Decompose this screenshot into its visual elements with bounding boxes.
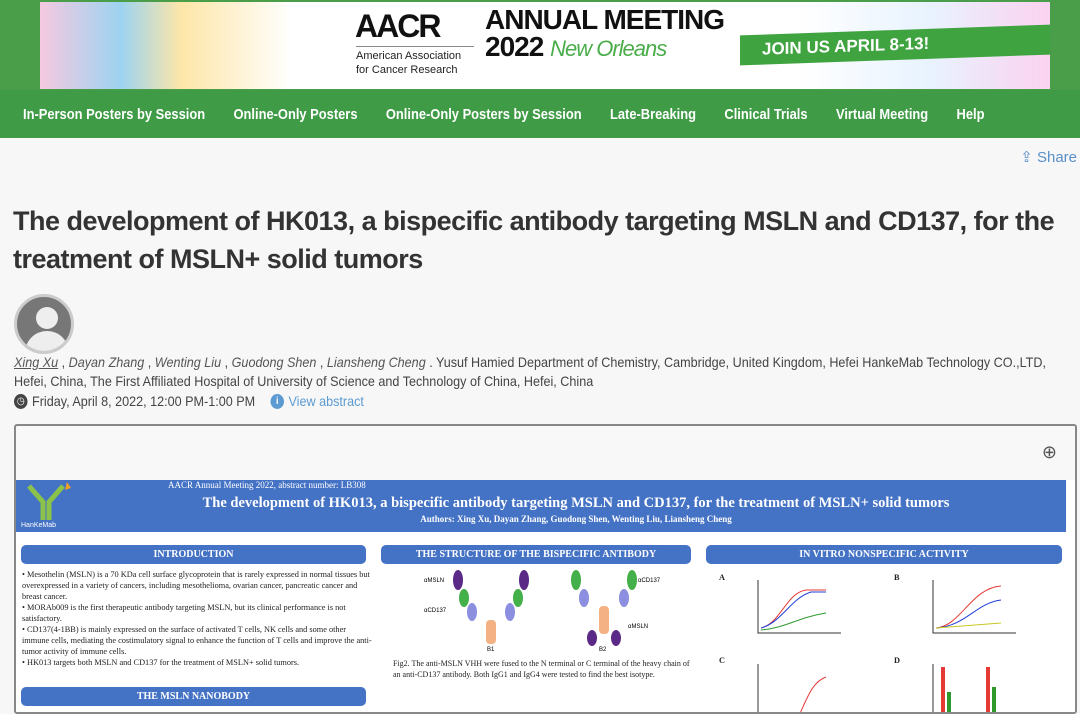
author: Wenting Liu [154,354,222,370]
author-link[interactable]: Xing Xu [14,354,59,370]
intro-bullet: CD137(4-1BB) is mainly expressed on the … [22,624,372,657]
poster-authors: Authors: Xing Xu, Dayan Zhang, Guodong S… [420,514,732,524]
panel-label: A [719,573,725,582]
antibody-b2 [571,570,637,646]
intro-bullet: Mesothelin (MSLN) is a 70 KDa cell surfa… [22,569,372,602]
poster-viewer[interactable]: ⊕ HanKeMab AACR Annual Meeting 2022, abs… [14,424,1077,714]
event-year: 2022 [485,31,544,62]
event-name: ANNUAL MEETING 2022 New Orleans [485,4,725,62]
nav-virtual-meeting[interactable]: Virtual Meeting [835,105,929,123]
section-in-vitro: IN VITRO NONSPECIFIC ACTIVITY [706,545,1062,564]
antibody-b1 [453,570,529,644]
logo-text: HanKeMab [21,522,57,529]
author: Guodong Shen [231,354,317,370]
panel-label: B [894,573,900,582]
section-structure: THE STRUCTURE OF THE BISPECIFIC ANTIBODY [381,545,691,564]
poster-image: HanKeMab AACR Annual Meeting 2022, abstr… [16,480,1075,712]
author-list: Xing Xu , Dayan Zhang , Wenting Liu , Gu… [14,354,1046,389]
page-title: The development of HK013, a bispecific a… [13,206,1055,274]
label: αCD137 [638,578,661,584]
fig2-caption: Fig2. The anti-MSLN VHH were fused to th… [393,659,690,679]
author: Liansheng Cheng [326,354,426,370]
label: αMSLN [628,624,648,630]
poster-header: HanKeMab AACR Annual Meeting 2022, abstr… [16,480,1066,532]
chart-panel-c [757,664,827,712]
intro-bullet: HK013 targets both MSLN and CD137 for th… [22,657,372,668]
affiliation: . Yusuf Hamied Department of Chemistry, … [14,354,1046,389]
label: αCD137 [424,608,447,614]
author: Dayan Zhang [68,354,145,370]
antibody-structure-diagram: αMSLN αCD137 B1 αCD137 B2 αMSLN [424,570,661,653]
share-button[interactable]: ⇪ Share [1020,148,1077,166]
share-label: Share [1036,149,1077,166]
section-introduction: INTRODUCTION [21,545,366,564]
event-city: New Orleans [550,36,667,61]
label: B1 [487,647,495,653]
banner: AACR American Association for Cancer Res… [0,0,1080,90]
chart-panel-a [757,580,841,634]
avatar [14,294,74,354]
zoom-in-icon[interactable]: ⊕ [1041,442,1057,462]
nav-online-posters-by-session[interactable]: Online-Only Posters by Session [385,105,582,123]
time-text: Friday, April 8, 2022, 12:00 PM-1:00 PM [32,393,256,409]
aacr-logo-text: AACR [355,8,441,44]
label: αMSLN [424,578,444,584]
chart-panel-b [932,580,1016,634]
nav-late-breaking[interactable]: Late-Breaking [609,105,697,123]
aacr-full-name: American Association for Cancer Research [356,46,474,77]
panel-label: D [894,656,900,665]
nav-clinical-trials[interactable]: Clinical Trials [724,105,808,123]
view-abstract-link[interactable]: i View abstract [270,393,364,409]
info-icon: i [270,393,284,409]
poster-title: The development of HK013, a bispecific a… [202,495,950,511]
share-icon: ⇪ [1020,149,1033,166]
aacr-logo: AACR [355,8,441,45]
main-nav: In-Person Posters by Session Online-Only… [0,90,1080,138]
join-banner[interactable]: JOIN US APRIL 8-13! [740,24,1050,66]
nav-help[interactable]: Help [956,105,985,123]
intro-bullet: MORAb009 is the first therapeutic antibo… [22,602,372,624]
panel-label: C [719,656,725,665]
chart-panel-d [932,664,996,712]
view-abstract-label: View abstract [288,393,364,409]
intro-bullets: Mesothelin (MSLN) is a 70 KDa cell surfa… [22,569,372,668]
session-time: ◷ Friday, April 8, 2022, 12:00 PM-1:00 PM… [14,393,1067,409]
hankemab-logo: HanKeMab [21,482,81,530]
banner-image[interactable]: AACR American Association for Cancer Res… [40,2,1050,89]
session-meta: Xing Xu , Dayan Zhang , Wenting Liu , Gu… [14,353,1067,409]
nav-in-person-posters[interactable]: In-Person Posters by Session [23,105,206,123]
event-title: ANNUAL MEETING [485,4,725,35]
label: B2 [599,647,607,653]
poster-meeting: AACR Annual Meeting 2022, abstract numbe… [168,480,366,490]
nav-online-only-posters[interactable]: Online-Only Posters [233,105,358,123]
clock-icon: ◷ [14,393,28,409]
